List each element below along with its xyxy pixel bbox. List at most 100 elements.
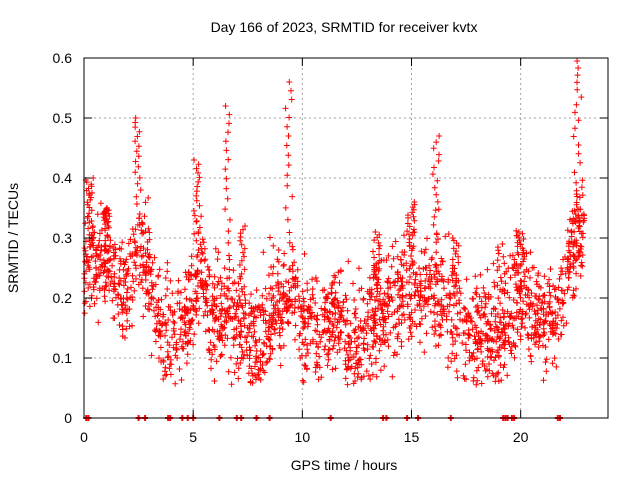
data-point [199, 278, 206, 285]
data-point [97, 264, 104, 270]
data-point [457, 309, 464, 316]
data-point [167, 371, 174, 378]
data-point [469, 295, 476, 302]
data-point [384, 291, 391, 298]
data-point [414, 284, 421, 291]
data-point [85, 185, 92, 192]
data-point [537, 316, 544, 323]
data-point [286, 229, 293, 236]
data-point [289, 193, 296, 200]
data-point [534, 307, 541, 314]
data-point [207, 339, 214, 346]
data-point [275, 247, 282, 253]
data-point [454, 374, 461, 381]
data-point [533, 278, 540, 285]
data-point [522, 324, 528, 331]
data-point [178, 377, 185, 383]
data-point [89, 224, 96, 231]
data-point [238, 285, 245, 292]
data-point [223, 175, 230, 182]
data-point [129, 294, 136, 300]
data-point [580, 219, 587, 225]
data-point [243, 339, 250, 346]
data-point [182, 332, 189, 339]
data-point [579, 252, 586, 258]
data-point [427, 308, 434, 315]
data-point [455, 253, 462, 260]
data-point [252, 359, 259, 366]
data-point [241, 351, 247, 358]
data-point [550, 324, 557, 331]
data-point [181, 286, 188, 293]
data-point [156, 355, 162, 362]
data-point [500, 286, 506, 293]
data-point [81, 300, 88, 307]
data-point [162, 332, 168, 339]
data-point [200, 312, 207, 319]
data-point [374, 285, 380, 292]
data-point [331, 296, 337, 303]
data-point [431, 323, 438, 330]
data-point [145, 305, 151, 312]
data-point [540, 332, 547, 339]
data-point [155, 272, 162, 279]
data-point [303, 352, 309, 359]
data-point [398, 278, 405, 285]
data-point [560, 322, 567, 329]
y-axis-title: SRMTID / TECUs [5, 183, 21, 293]
data-point [517, 241, 524, 248]
data-point [131, 259, 138, 266]
data-point [292, 336, 298, 343]
data-point [369, 371, 376, 378]
data-point [435, 206, 442, 213]
data-point [192, 273, 199, 280]
data-point [107, 243, 113, 250]
data-point [183, 295, 190, 302]
data-point [322, 299, 329, 306]
data-point [507, 347, 514, 354]
data-point [564, 227, 571, 234]
data-point [216, 327, 223, 334]
data-point [286, 266, 293, 273]
data-point [107, 237, 114, 244]
data-point [377, 341, 384, 348]
data-point [181, 319, 188, 326]
data-point [488, 310, 495, 317]
data-point [288, 284, 295, 291]
data-point [326, 346, 333, 353]
data-point [350, 280, 356, 287]
data-point [336, 346, 343, 353]
data-point [219, 337, 226, 344]
data-point [489, 370, 496, 377]
data-point [532, 341, 538, 348]
data-point [335, 304, 342, 311]
data-point [155, 304, 162, 311]
data-point [133, 148, 140, 155]
data-point [166, 365, 173, 372]
data-point [567, 216, 573, 223]
data-point [385, 343, 392, 350]
data-point [401, 316, 408, 323]
data-point [222, 206, 229, 213]
data-point [401, 249, 408, 255]
data-point [267, 350, 274, 357]
data-point [276, 329, 283, 336]
data-point [345, 341, 352, 348]
data-point [95, 319, 102, 326]
data-point [443, 313, 450, 320]
data-point [191, 230, 198, 237]
data-point [245, 329, 252, 336]
data-point [377, 301, 384, 308]
data-point [190, 341, 197, 348]
data-point [574, 86, 581, 93]
data-point [549, 325, 556, 332]
data-point [123, 289, 130, 296]
data-point [325, 315, 332, 322]
data-point [575, 117, 582, 124]
data-point [221, 342, 228, 349]
data-point [422, 246, 429, 253]
data-point [236, 262, 243, 268]
data-point [337, 328, 344, 335]
data-point [175, 288, 182, 295]
